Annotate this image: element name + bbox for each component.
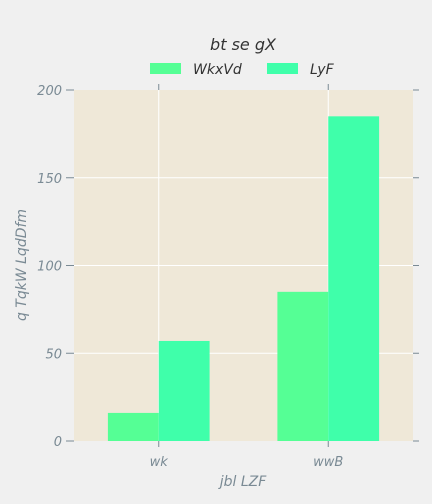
bar-wkxvd <box>107 412 159 441</box>
legend-swatch <box>267 63 298 74</box>
bar-lyf <box>158 340 210 441</box>
legend-label: LyF <box>310 62 335 78</box>
y-tick-label: 200 <box>37 84 62 99</box>
y-axis-label: q TqkW LqdDfm <box>14 209 30 321</box>
legend: WkxVd LyF <box>150 62 335 78</box>
y-tick-label: 100 <box>37 260 62 275</box>
y-tick-label: 150 <box>37 172 62 187</box>
bars <box>107 116 380 441</box>
x-tick-label: wk <box>150 455 169 470</box>
x-axis-label: jbl LZF <box>218 474 268 490</box>
y-tick-label: 0 <box>54 435 62 450</box>
chart-title: bt se gX <box>210 35 277 54</box>
bar-wkxvd <box>277 291 329 441</box>
bar-lyf <box>328 116 380 441</box>
y-tick-label: 50 <box>45 347 62 362</box>
legend-swatch <box>150 63 181 74</box>
legend-label: WkxVd <box>193 62 242 78</box>
x-tick-label: wwB <box>313 455 343 470</box>
axes: 0 50 100 150 200 wk wwB <box>37 84 419 470</box>
